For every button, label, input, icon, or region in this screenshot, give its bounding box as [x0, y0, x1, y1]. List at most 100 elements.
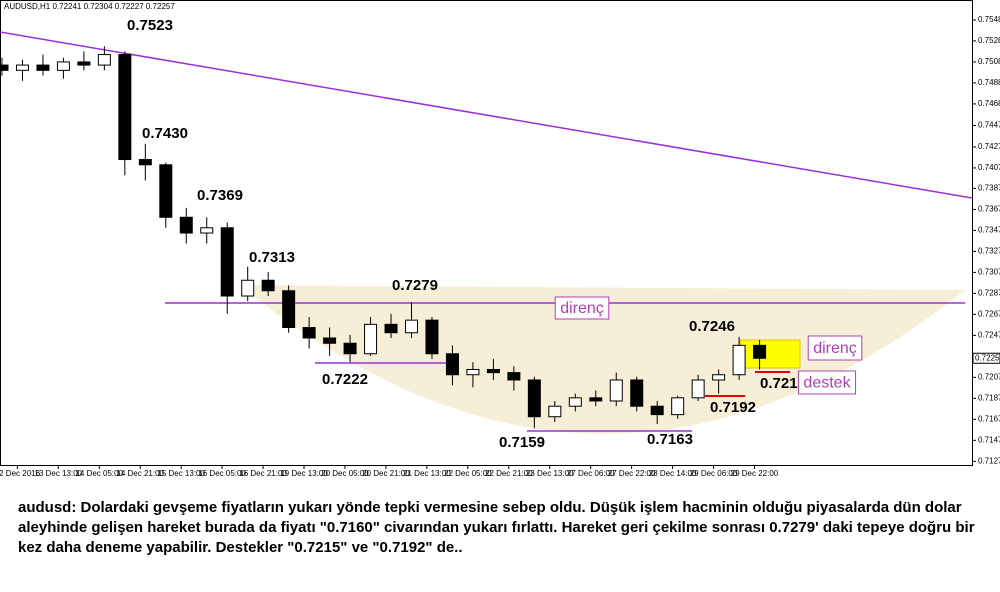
candle-body — [507, 372, 521, 381]
x-tick-label: 13 Dec 13:00 — [35, 469, 83, 478]
candle-body — [425, 319, 439, 355]
candle-body — [486, 368, 500, 374]
x-tick-label: 29 Dec 06:00 — [690, 469, 738, 478]
y-tick-label: 0.74880 — [978, 78, 1000, 87]
x-tick-label: 21 Dec 13:00 — [403, 469, 451, 478]
candle-body — [97, 54, 111, 66]
highlight-box — [739, 339, 801, 369]
y-tick-label: 0.75280 — [978, 36, 1000, 45]
candle-body — [282, 290, 296, 328]
y-tick-label: 0.71275 — [978, 456, 1000, 465]
candle-body — [241, 279, 255, 297]
label-box — [807, 335, 863, 361]
candle-body — [466, 368, 480, 376]
x-tick-label: 16 Dec 05:00 — [198, 469, 246, 478]
candle-body — [691, 379, 705, 399]
y-tick-label: 0.73275 — [978, 247, 1000, 256]
price-annotation: 0.7192 — [710, 399, 756, 416]
y-tick-label: 0.74270 — [978, 142, 1000, 151]
x-tick-label: 29 Dec 22:00 — [731, 469, 779, 478]
chart: AUDUSD,H1 0.72241 0.72304 0.72227 0.7225… — [0, 0, 1000, 478]
y-tick-label: 0.72675 — [978, 309, 1000, 318]
price-annotation: 0.7222 — [322, 371, 368, 388]
price-annotation: 0.7523 — [127, 17, 173, 34]
price-annotation: 0.7430 — [142, 125, 188, 142]
candle-body — [527, 379, 541, 418]
candle-body — [384, 323, 398, 334]
y-tick-label: 0.71675 — [978, 414, 1000, 423]
candle-body — [323, 337, 337, 344]
candle-body — [630, 379, 644, 407]
y-tick-label: 0.71875 — [978, 393, 1000, 402]
x-tick-label: 19 Dec 13:00 — [280, 469, 328, 478]
candle-body — [118, 54, 132, 161]
candle-body — [56, 61, 70, 71]
y-tick-label: 0.73875 — [978, 184, 1000, 193]
candle-body — [404, 319, 418, 334]
candle-body — [0, 64, 9, 71]
price-annotation: 0.7369 — [197, 187, 243, 204]
x-tick-label: 20 Dec 21:00 — [362, 469, 410, 478]
price-annotation: 0.7313 — [249, 249, 295, 266]
x-tick-label: 12 Dec 2016 — [0, 469, 41, 478]
y-tick-label: 0.74680 — [978, 99, 1000, 108]
candle-body — [753, 344, 767, 359]
candle-body — [650, 405, 664, 416]
candle-body — [302, 326, 316, 339]
candle-body — [568, 397, 582, 407]
y-tick-label: 0.72875 — [978, 288, 1000, 297]
candle-body — [589, 397, 603, 402]
x-tick-label: 16 Dec 21:00 — [239, 469, 287, 478]
price-annotation: 0.7159 — [499, 434, 545, 451]
y-tick-label: 0.73475 — [978, 226, 1000, 235]
y-tick-label: 0.74070 — [978, 163, 1000, 172]
chart-title: AUDUSD,H1 0.72241 0.72304 0.72227 0.7225… — [4, 2, 175, 11]
label-box — [797, 370, 857, 395]
candle-body — [732, 344, 746, 376]
candle-body — [364, 323, 378, 355]
boxed-label: direnç — [560, 300, 604, 317]
x-tick-label: 22 Dec 21:00 — [485, 469, 533, 478]
y-tick-label: 0.74475 — [978, 121, 1000, 130]
price-annotation: 0.7246 — [689, 318, 735, 335]
y-tick-label: 0.75480 — [978, 15, 1000, 24]
y-tick-label: 0.72075 — [978, 372, 1000, 381]
x-tick-label: 14 Dec 21:00 — [116, 469, 164, 478]
x-tick-label: 14 Dec 05:00 — [75, 469, 123, 478]
candle-body — [159, 164, 173, 218]
candle-body — [200, 227, 214, 234]
y-tick-label: 0.73075 — [978, 267, 1000, 276]
candle-body — [671, 397, 685, 416]
candle-body — [609, 379, 623, 402]
boxed-label: destek — [803, 375, 851, 392]
price-annotation: 0.7215 — [760, 375, 806, 392]
x-tick-label: 20 Dec 05:00 — [321, 469, 369, 478]
cup-shape — [240, 285, 965, 434]
price-tag-label: 0.72257 — [975, 353, 1000, 362]
candle-body — [445, 353, 459, 376]
candle-body — [179, 216, 193, 234]
y-tick-label: 0.72475 — [978, 330, 1000, 339]
x-tick-label: 23 Dec 13:00 — [526, 469, 574, 478]
description: audusd: Dolardaki gevşeme fiyatların yuk… — [18, 499, 975, 556]
candle-body — [36, 64, 50, 71]
candle-body — [548, 405, 562, 418]
label-box — [554, 296, 610, 320]
candle-body — [220, 227, 234, 297]
candle-body — [712, 374, 726, 381]
x-tick-label: 22 Dec 05:00 — [444, 469, 492, 478]
trend-line — [0, 31, 973, 199]
boxed-label: direnç — [813, 340, 857, 357]
x-tick-label: 28 Dec 14:00 — [649, 469, 697, 478]
x-tick-label: 27 Dec 06:00 — [567, 469, 615, 478]
price-annotation: 0.7279 — [392, 277, 438, 294]
candle-body — [138, 159, 152, 166]
candle-body — [77, 61, 91, 66]
x-tick-label: 27 Dec 22:00 — [608, 469, 656, 478]
y-tick-label: 0.71475 — [978, 435, 1000, 444]
x-tick-label: 15 Dec 13:00 — [157, 469, 205, 478]
candle-body — [15, 64, 29, 71]
price-tag — [972, 352, 1000, 364]
y-tick-label: 0.75080 — [978, 57, 1000, 66]
